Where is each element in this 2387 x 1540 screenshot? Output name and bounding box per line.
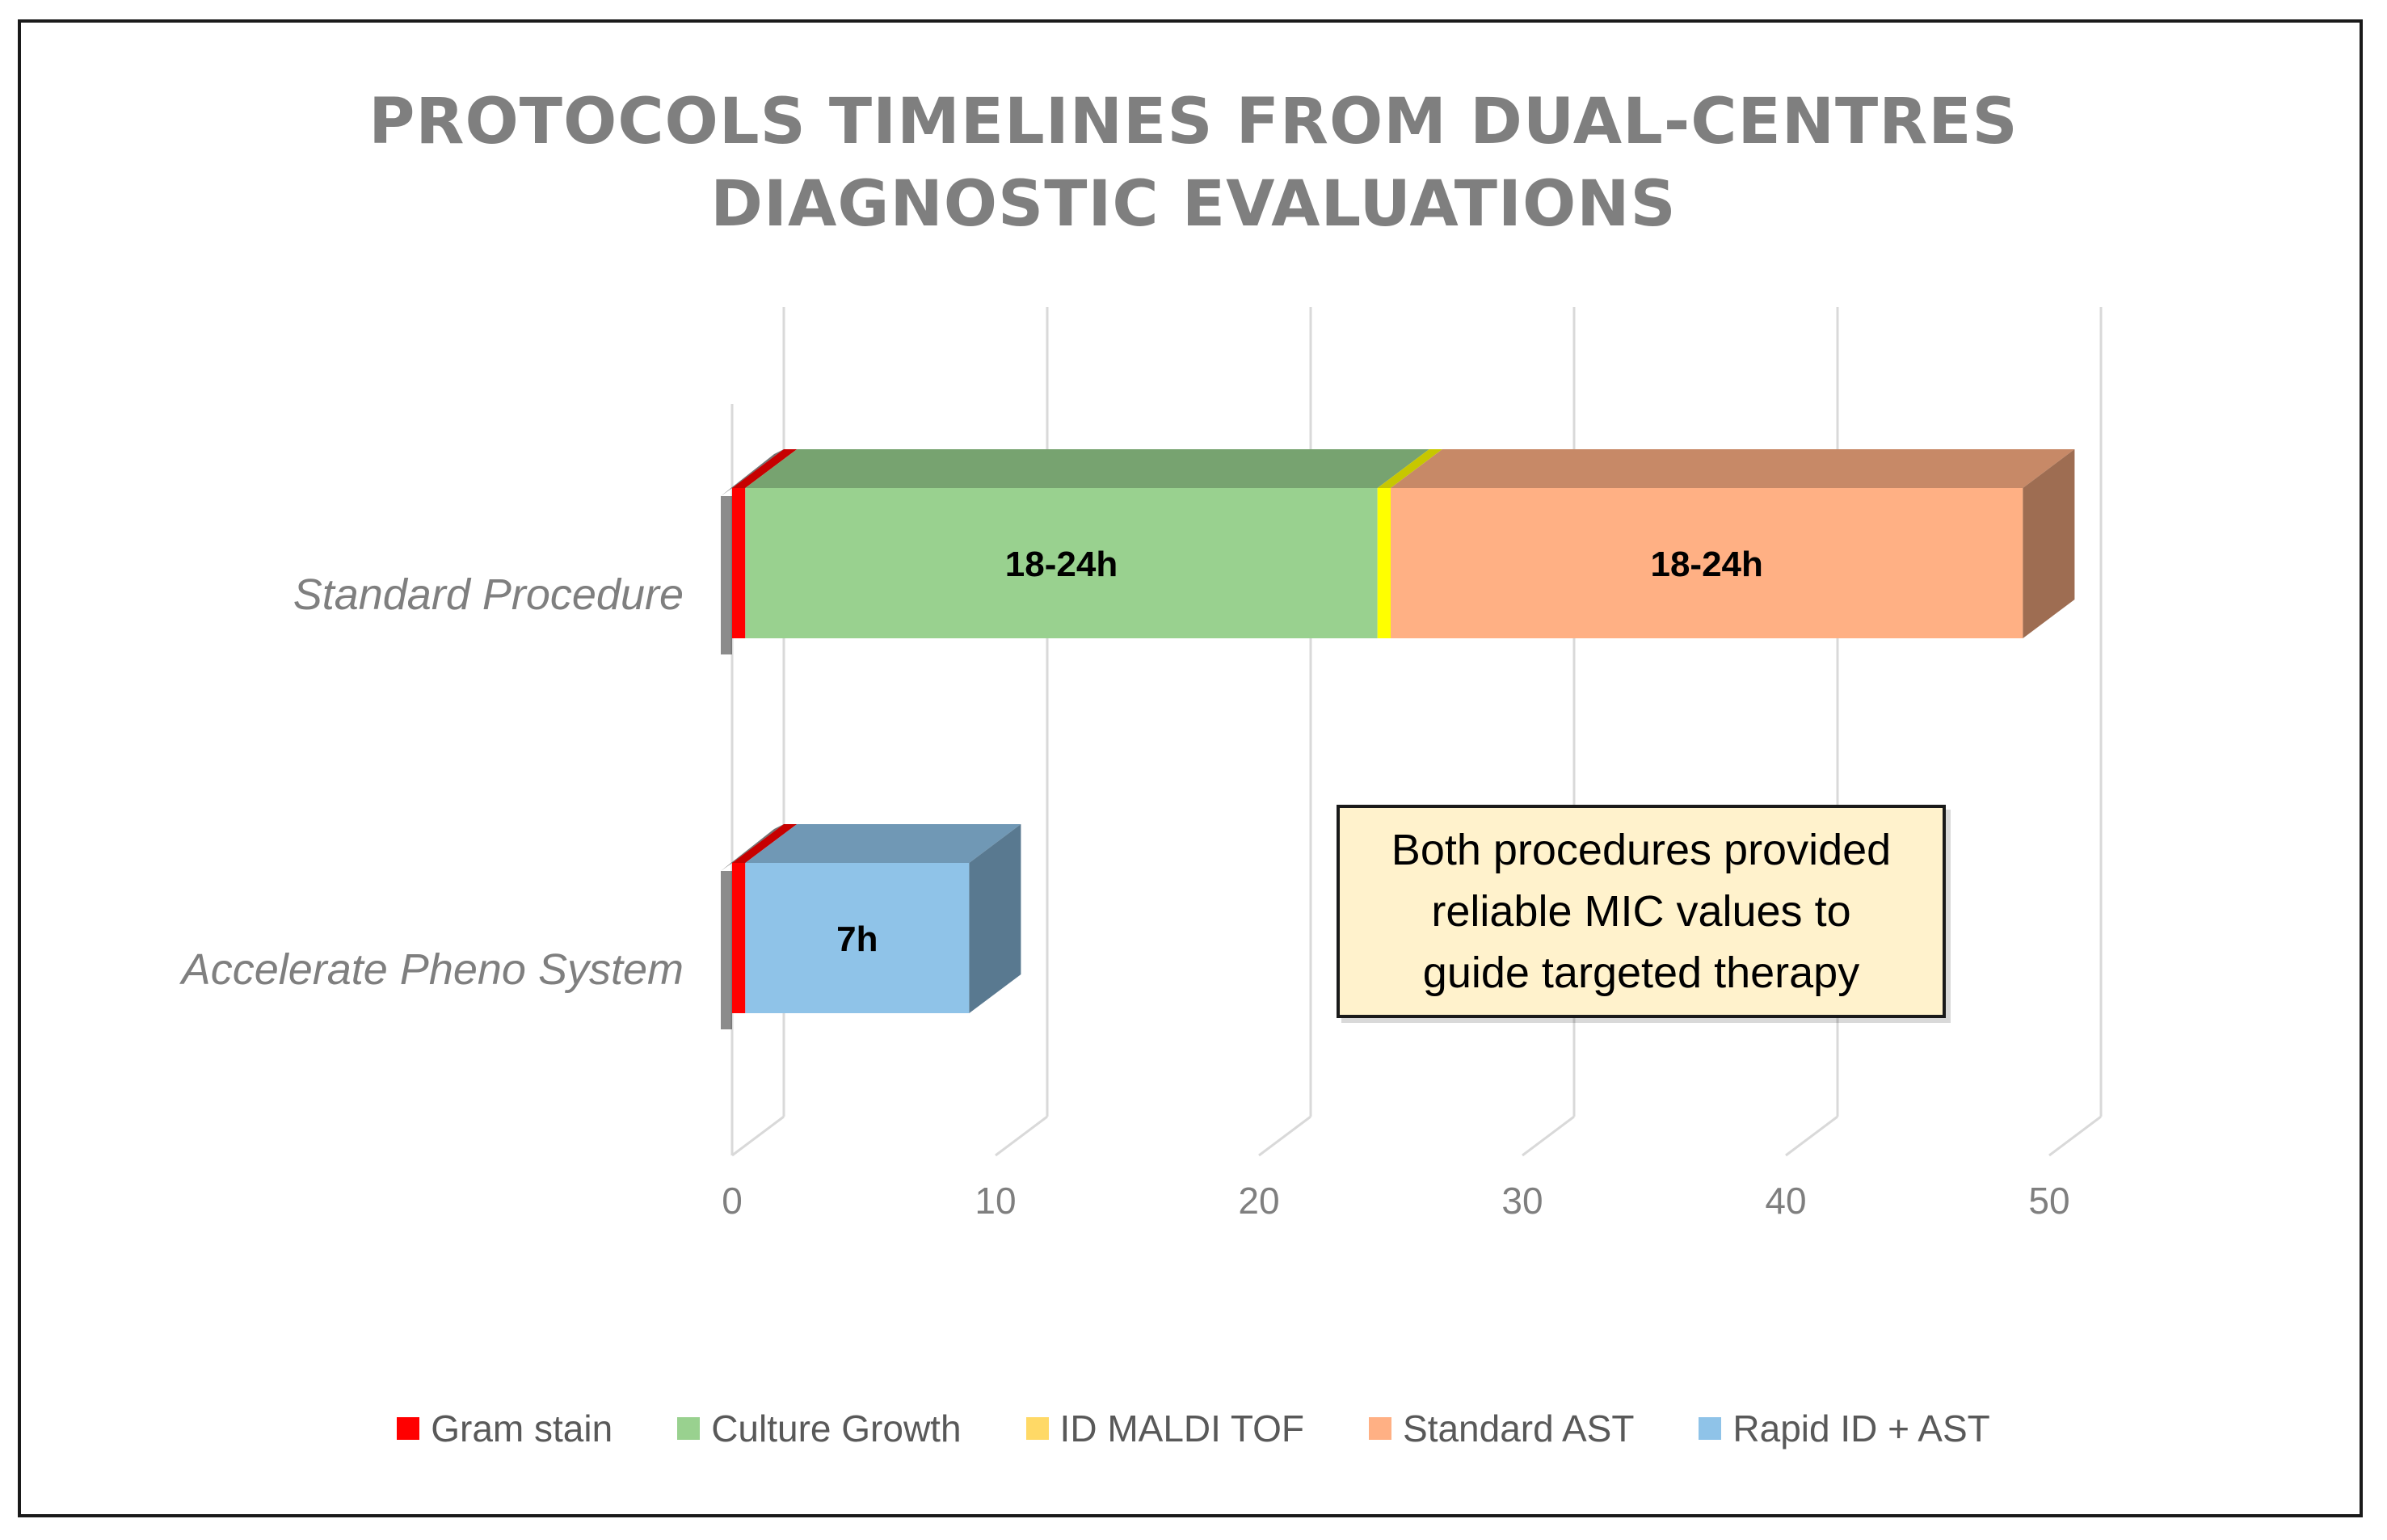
bar-top-face <box>745 824 1021 863</box>
legend-swatch <box>1699 1417 1722 1440</box>
bar-segment <box>732 863 746 1013</box>
annotation-line-1: Both procedures provided <box>1391 826 1892 874</box>
legend-swatch <box>1369 1417 1392 1440</box>
gridline-floor <box>1258 1115 1311 1157</box>
bar-segment <box>745 488 1378 638</box>
legend-label: Rapid ID + AST <box>1732 1407 1990 1450</box>
annotation-box: Both procedures provided reliable MIC va… <box>1337 805 1946 1018</box>
category-label: Standard Procedure <box>293 570 684 619</box>
bar-segment <box>1377 488 1391 638</box>
bar-segment <box>745 863 970 1013</box>
legend-swatch <box>1025 1417 1049 1440</box>
legend-swatch <box>397 1417 420 1440</box>
legend-label: Standard AST <box>1403 1407 1635 1450</box>
bar-shadow <box>721 496 732 654</box>
annotation-line-2: reliable MIC values to <box>1431 887 1851 936</box>
bar-top-face <box>732 824 798 863</box>
bar-data-label: 18-24h <box>1005 545 1118 584</box>
chart-title-line-1: PROTOCOLS TIMELINES FROM DUAL-CENTRES <box>368 86 2019 158</box>
gridline-floor <box>1522 1115 1575 1157</box>
x-tick-label: 50 <box>2028 1180 2069 1222</box>
legend-item: ID MALDI TOF <box>1025 1407 1305 1450</box>
bar-shadow <box>721 871 732 1029</box>
legend-item: Standard AST <box>1369 1407 1634 1450</box>
bar-side-face <box>969 824 1021 1013</box>
bar-top-face <box>745 449 1429 488</box>
bar-top-face <box>732 449 798 488</box>
chart-frame <box>18 19 2363 1517</box>
bar-segment <box>1391 488 2023 638</box>
gridline-floor <box>2048 1115 2102 1157</box>
x-tick-label: 40 <box>1765 1180 1806 1222</box>
legend-label: Gram stain <box>431 1407 613 1450</box>
gridline-floor <box>1785 1115 1838 1157</box>
bar-segment <box>732 488 746 638</box>
chart-title: PROTOCOLS TIMELINES FROM DUAL-CENTRES DI… <box>0 81 2387 246</box>
category-label: Accelerate Pheno System <box>179 945 684 994</box>
chart-legend: Gram stain Culture Growth ID MALDI TOF Stan… <box>0 1404 2387 1453</box>
legend-item: Culture Growth <box>677 1407 962 1450</box>
bar-top-face <box>1391 449 2075 488</box>
chart-title-line-2: DIAGNOSTIC EVALUATIONS <box>710 168 1677 241</box>
legend-item: Gram stain <box>397 1407 613 1450</box>
legend-label: ID MALDI TOF <box>1059 1407 1305 1450</box>
bar-top-face <box>1377 449 1442 488</box>
gridline-floor <box>731 1115 785 1157</box>
bar-shadow <box>721 824 784 871</box>
legend-item: Rapid ID + AST <box>1699 1407 1990 1450</box>
bar-data-label: 7h <box>836 919 878 959</box>
bar-data-label: 18-24h <box>1650 545 1762 584</box>
annotation-line-3: guide targeted therapy <box>1422 949 1860 997</box>
bar-side-face <box>2023 449 2075 638</box>
legend-label: Culture Growth <box>711 1407 962 1450</box>
legend-swatch <box>677 1417 701 1440</box>
bar-shadow <box>721 449 784 496</box>
x-tick-label: 20 <box>1238 1180 1279 1222</box>
x-tick-label: 30 <box>1501 1180 1543 1222</box>
x-tick-label: 0 <box>722 1180 743 1222</box>
x-tick-label: 10 <box>975 1180 1016 1222</box>
gridline-floor <box>995 1115 1048 1157</box>
